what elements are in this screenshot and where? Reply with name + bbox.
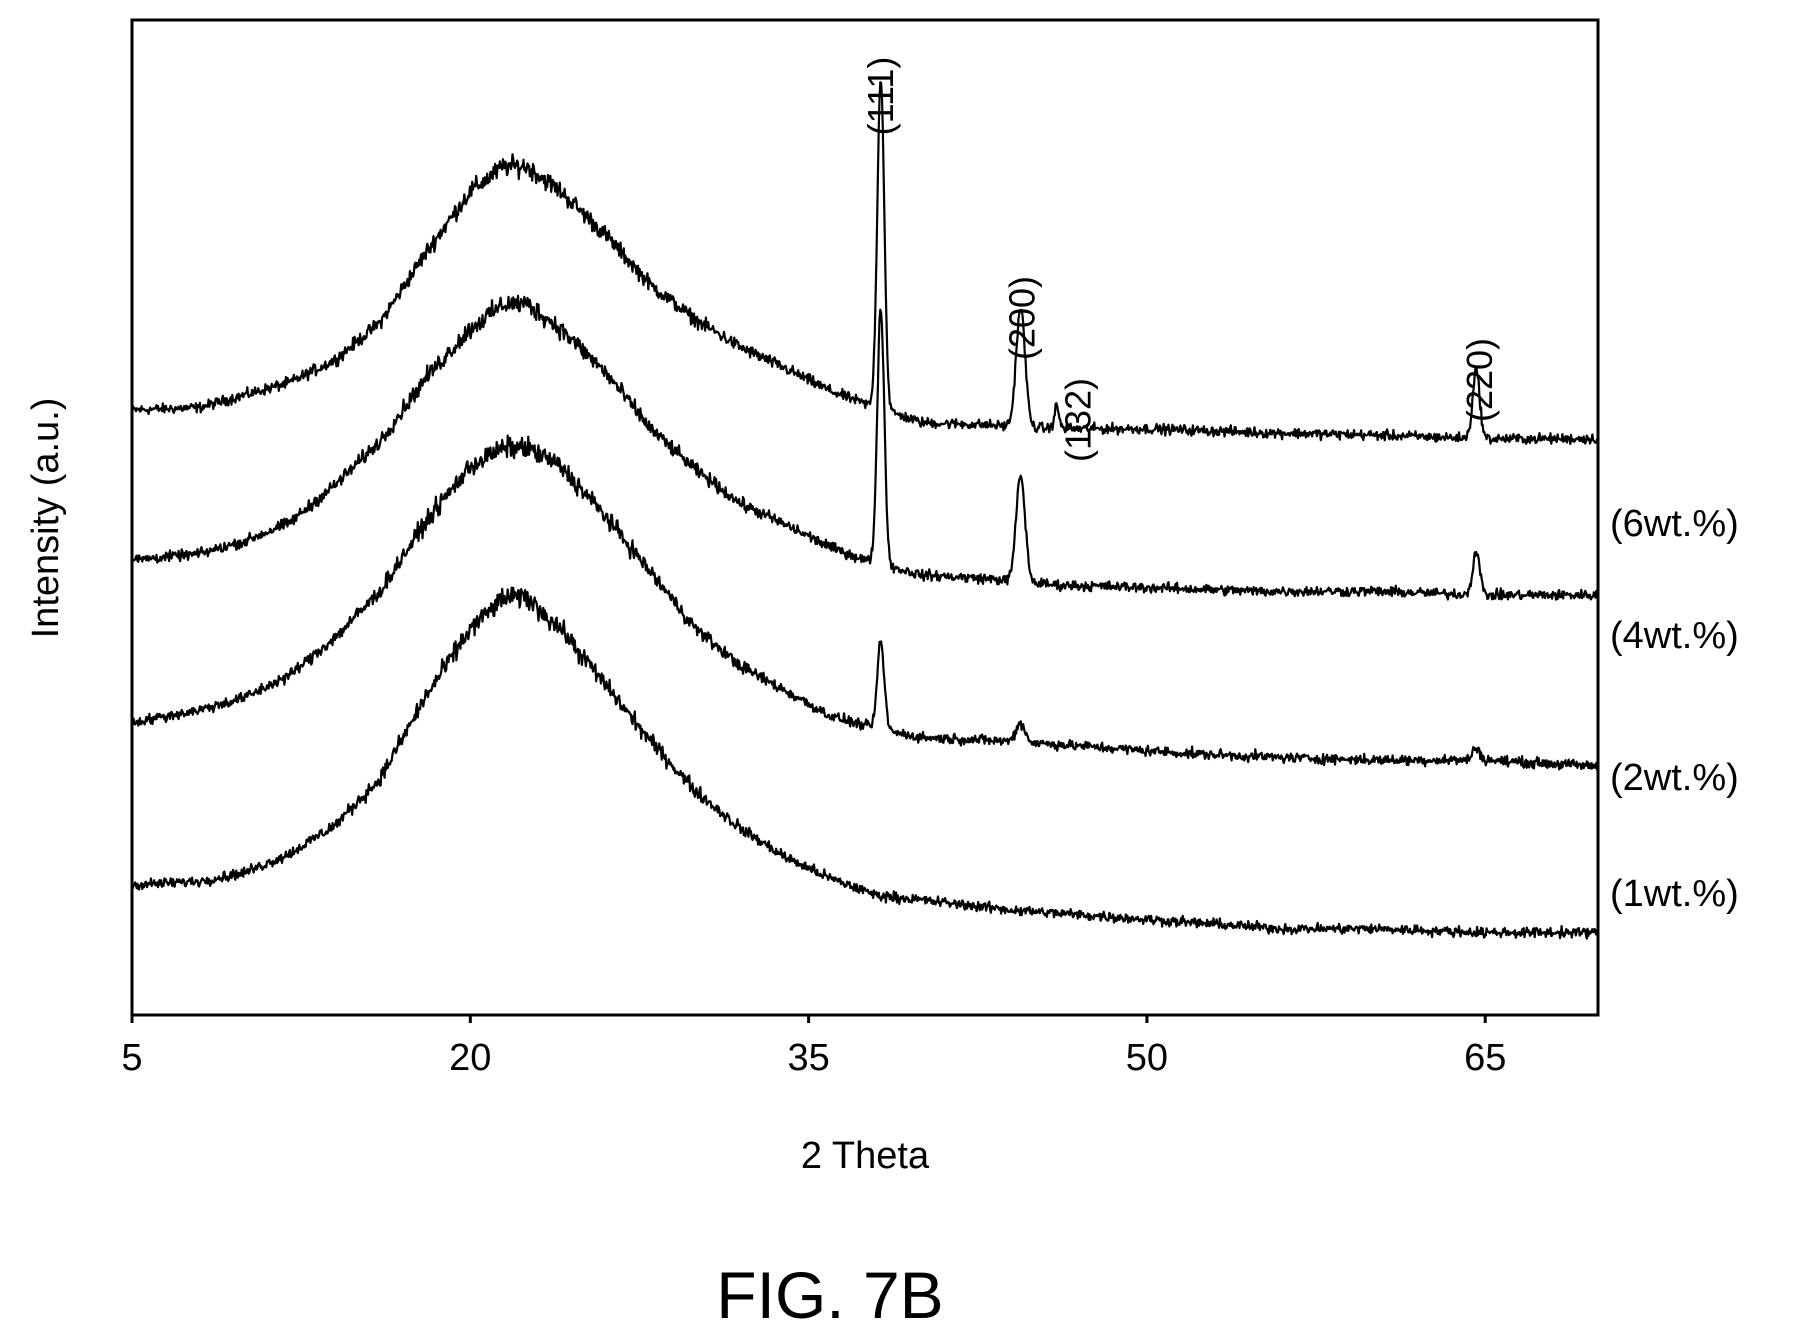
series-layer bbox=[130, 81, 1599, 940]
x-tick-label: 50 bbox=[1126, 1037, 1168, 1079]
series-line-3 bbox=[130, 434, 1599, 771]
peak-label-220: (220) bbox=[1459, 338, 1500, 422]
series-line-1 bbox=[130, 81, 1599, 445]
figure-caption: FIG. 7B bbox=[716, 1258, 943, 1332]
x-tick-label: 5 bbox=[121, 1037, 142, 1079]
series-line-4 bbox=[130, 586, 1599, 940]
peak-label-111: (111) bbox=[860, 57, 901, 136]
y-axis-title: Intensity (a.u.) bbox=[25, 398, 67, 639]
plot-frame bbox=[130, 18, 1600, 1017]
series-label-4: (1wt.%) bbox=[1610, 873, 1739, 915]
series-label-3: (2wt.%) bbox=[1610, 757, 1739, 799]
series-labels: (6wt.%) (4wt.%) (2wt.%) (1wt.%) bbox=[1610, 503, 1739, 915]
x-tick-label: 35 bbox=[787, 1037, 829, 1079]
x-tick-label: 20 bbox=[449, 1037, 491, 1079]
series-label-2: (4wt.%) bbox=[1610, 615, 1739, 657]
peak-label-132: (132) bbox=[1058, 378, 1099, 462]
x-tick-label: 65 bbox=[1464, 1037, 1506, 1079]
x-axis-title: 2 Theta bbox=[801, 1135, 930, 1177]
peak-label-200: (200) bbox=[1002, 276, 1043, 360]
series-label-1: (6wt.%) bbox=[1610, 503, 1739, 545]
x-axis: 5 20 35 50 65 bbox=[121, 1015, 1506, 1079]
peak-labels: (111) (200) (132) (220) bbox=[860, 57, 1500, 462]
series-line-2 bbox=[130, 294, 1599, 601]
